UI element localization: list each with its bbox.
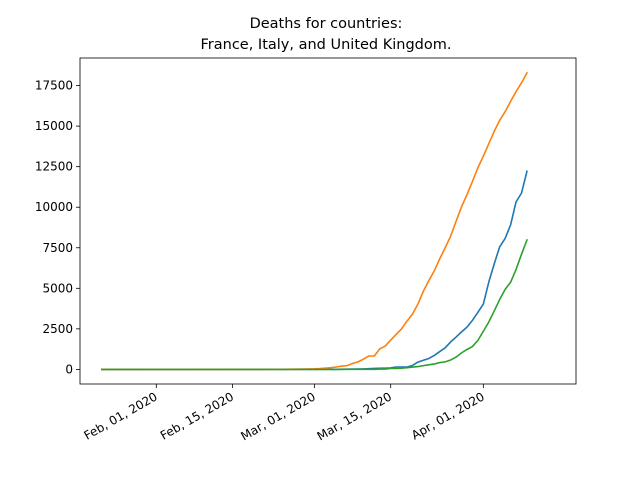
y-tick-label: 12500 <box>35 160 73 174</box>
y-tick-label: 17500 <box>35 79 73 93</box>
y-tick-label: 0 <box>65 362 73 376</box>
series-line-blue <box>100 170 528 371</box>
series-line-green <box>100 238 528 371</box>
series-line-orange <box>101 71 529 371</box>
y-tick-label: 10000 <box>35 200 73 214</box>
axes-frame <box>79 57 577 385</box>
y-tick-label: 5000 <box>42 281 73 295</box>
chart-title-line-1: Deaths for countries: <box>250 16 403 32</box>
chart-title-line-2: France, Italy, and United Kingdom. <box>201 37 452 53</box>
y-tick-label: 2500 <box>42 322 73 336</box>
y-tick-label: 7500 <box>42 241 73 255</box>
y-tick-label: 15000 <box>35 119 73 133</box>
